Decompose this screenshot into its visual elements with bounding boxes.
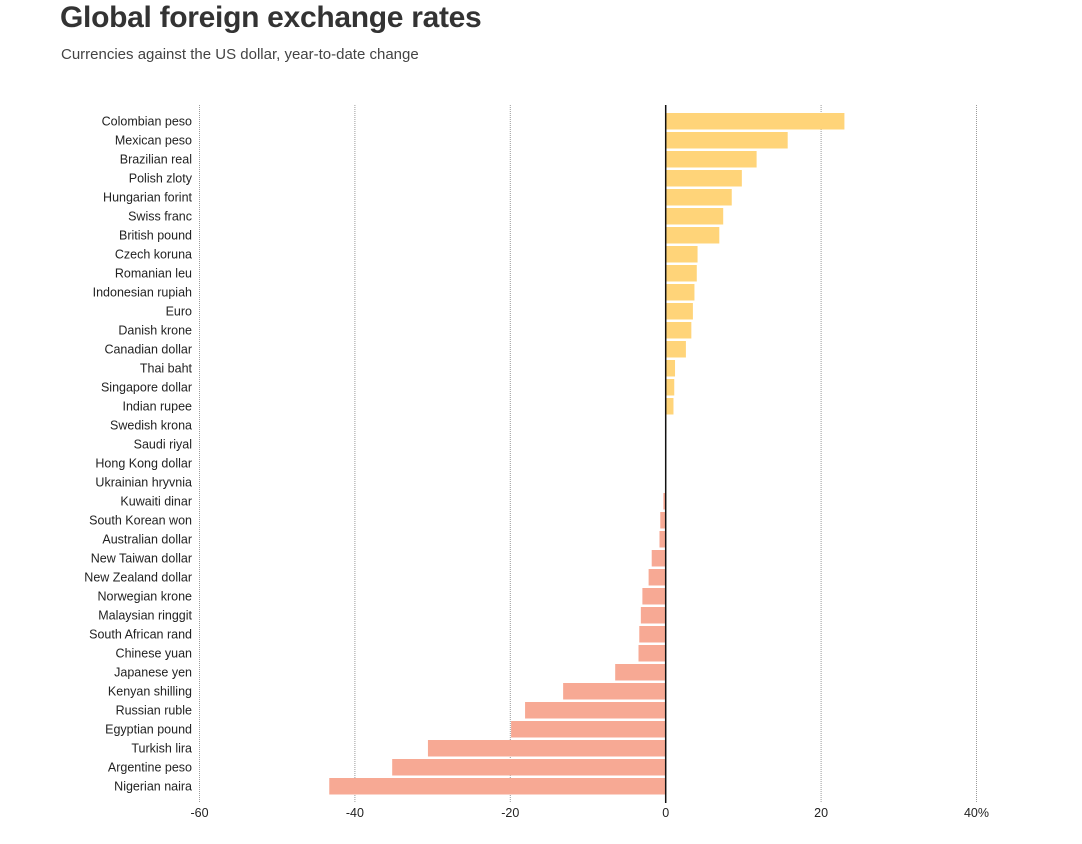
bar [648, 569, 666, 586]
bar [525, 702, 666, 719]
bar [511, 721, 666, 738]
bar [665, 265, 697, 282]
x-tick-label: 40% [964, 806, 989, 820]
category-label: Australian dollar [102, 533, 192, 547]
category-label: Chinese yuan [116, 647, 192, 661]
category-label: Danish krone [118, 324, 192, 338]
bar [638, 645, 666, 662]
category-label: South African rand [89, 628, 192, 642]
bar [663, 493, 666, 510]
bar [665, 189, 732, 206]
category-label: Swedish krona [110, 419, 192, 433]
category-label: Turkish lira [131, 742, 192, 756]
category-label: Saudi riyal [134, 438, 192, 452]
x-tick-label: 0 [662, 806, 669, 820]
category-label: Romanian leu [115, 267, 192, 281]
bar [329, 778, 666, 795]
bar [665, 151, 757, 168]
category-label: Kuwaiti dinar [120, 495, 192, 509]
category-label: Hungarian forint [103, 191, 192, 205]
category-label: Japanese yen [114, 666, 192, 680]
bar [665, 227, 720, 244]
chart-title: Global foreign exchange rates [60, 1, 482, 34]
bar [651, 550, 666, 567]
bar [665, 379, 675, 396]
bars [329, 113, 845, 795]
category-label: Indian rupee [122, 400, 192, 414]
bar [665, 132, 788, 149]
bar [665, 341, 686, 358]
x-axis-ticks: -60 -40 -20 0 20 40% [190, 806, 989, 820]
bar [665, 284, 695, 301]
category-label: New Zealand dollar [84, 571, 192, 585]
category-label: South Korean won [89, 514, 192, 528]
bar [640, 607, 666, 624]
category-label: Swiss franc [128, 210, 192, 224]
category-label: Polish zloty [129, 172, 193, 186]
category-label: Brazilian real [120, 153, 192, 167]
category-label: Colombian peso [102, 115, 192, 129]
category-label: Nigerian naira [114, 780, 192, 794]
category-label: Russian ruble [116, 704, 192, 718]
category-label: Argentine peso [108, 761, 192, 775]
bar [659, 531, 666, 548]
category-label: Norwegian krone [98, 590, 193, 604]
category-label: Indonesian rupiah [93, 286, 192, 300]
category-label: British pound [119, 229, 192, 243]
category-label: Egyptian pound [105, 723, 192, 737]
bar [642, 588, 666, 605]
category-label: Ukrainian hryvnia [95, 476, 192, 490]
category-labels: Colombian peso Mexican peso Brazilian real… [84, 115, 192, 794]
bar [665, 246, 698, 263]
category-label: Mexican peso [115, 134, 192, 148]
bar [563, 683, 666, 700]
x-tick-label: -40 [346, 806, 364, 820]
category-label: Thai baht [140, 362, 193, 376]
bar [665, 303, 693, 320]
bar [615, 664, 666, 681]
bar [427, 740, 666, 757]
bar [392, 759, 666, 776]
gridlines [199, 105, 977, 803]
x-tick-label: -60 [190, 806, 208, 820]
bar [665, 113, 845, 130]
chart-subtitle: Currencies against the US dollar, year-t… [61, 46, 419, 63]
category-label: Euro [166, 305, 192, 319]
bar [665, 170, 742, 187]
x-tick-label: 20 [814, 806, 828, 820]
category-label: Hong Kong dollar [95, 457, 192, 471]
category-label: Singapore dollar [101, 381, 192, 395]
bar [639, 626, 666, 643]
x-tick-label: -20 [501, 806, 519, 820]
bar [660, 512, 666, 529]
bar [665, 322, 692, 339]
category-label: Czech koruna [115, 248, 192, 262]
bar [665, 208, 724, 225]
bar [665, 398, 674, 415]
category-label: Malaysian ringgit [98, 609, 192, 623]
category-label: Canadian dollar [104, 343, 192, 357]
category-label: New Taiwan dollar [91, 552, 192, 566]
bar [665, 360, 676, 377]
category-label: Kenyan shilling [108, 685, 192, 699]
